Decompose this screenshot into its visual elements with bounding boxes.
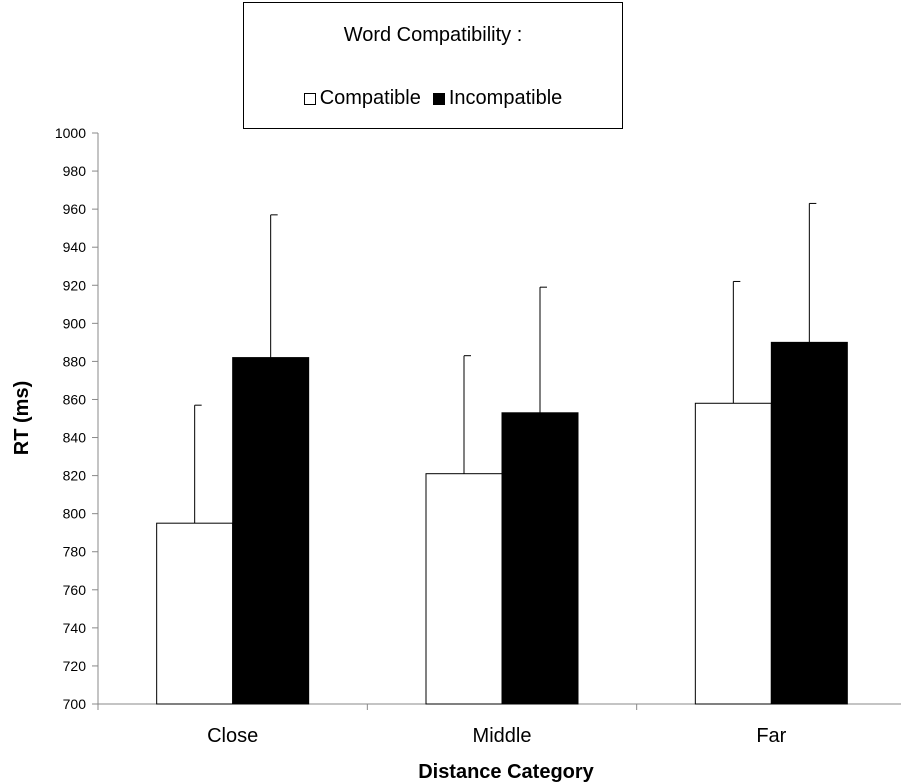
y-tick-label: 820 bbox=[63, 468, 87, 484]
legend-entry-compatible: Compatible bbox=[303, 87, 421, 110]
x-axis: Close Middle Far bbox=[97, 703, 901, 747]
y-axis-title: RT (ms) bbox=[11, 381, 33, 455]
y-tick-label: 840 bbox=[63, 430, 87, 446]
error-bars bbox=[194, 202, 817, 524]
legend-label-incompatible: Incompatible bbox=[448, 87, 563, 109]
y-tick-label: 780 bbox=[63, 544, 87, 560]
y-tick-label: 720 bbox=[63, 658, 87, 674]
legend-entries: Compatible Incompatible bbox=[244, 87, 622, 110]
bar-incompatible-close bbox=[232, 357, 310, 705]
y-tick-label: 700 bbox=[63, 696, 87, 712]
bars bbox=[156, 341, 848, 705]
y-tick-label: 760 bbox=[63, 582, 87, 598]
bar-compatible-far bbox=[694, 402, 772, 705]
y-tick-label: 980 bbox=[63, 163, 87, 179]
y-tick-label: 920 bbox=[63, 277, 87, 293]
legend-swatch-incompatible bbox=[432, 92, 445, 105]
bar-incompatible-middle bbox=[501, 412, 579, 705]
bar-compatible-middle bbox=[425, 473, 503, 705]
x-tick-label: Close bbox=[207, 725, 258, 747]
y-tick-label: 880 bbox=[63, 353, 87, 369]
legend: Word Compatibility : Compatible Incompat… bbox=[243, 2, 623, 129]
y-tick-label: 960 bbox=[63, 201, 87, 217]
legend-title: Word Compatibility : bbox=[343, 24, 523, 46]
y-tick-label: 900 bbox=[63, 315, 87, 331]
legend-swatch-compatible bbox=[303, 92, 316, 105]
x-tick-label: Far bbox=[756, 725, 786, 747]
y-tick-label: 800 bbox=[63, 506, 87, 522]
y-axis: 700 720 740 760 780 800 820 840 860 880 900 920 940 9… bbox=[55, 125, 99, 712]
legend-label-compatible: Compatible bbox=[319, 87, 421, 109]
y-tick-label: 860 bbox=[63, 391, 87, 407]
y-tick-label: 1000 bbox=[55, 125, 86, 141]
legend-entry-incompatible: Incompatible bbox=[432, 87, 563, 110]
x-axis-title: Distance Category bbox=[418, 761, 594, 782]
x-tick-label: Middle bbox=[473, 725, 532, 747]
y-tick-label: 940 bbox=[63, 239, 87, 255]
bar-compatible-close bbox=[156, 522, 234, 705]
y-tick-label: 740 bbox=[63, 620, 87, 636]
bar-incompatible-far bbox=[770, 341, 848, 705]
